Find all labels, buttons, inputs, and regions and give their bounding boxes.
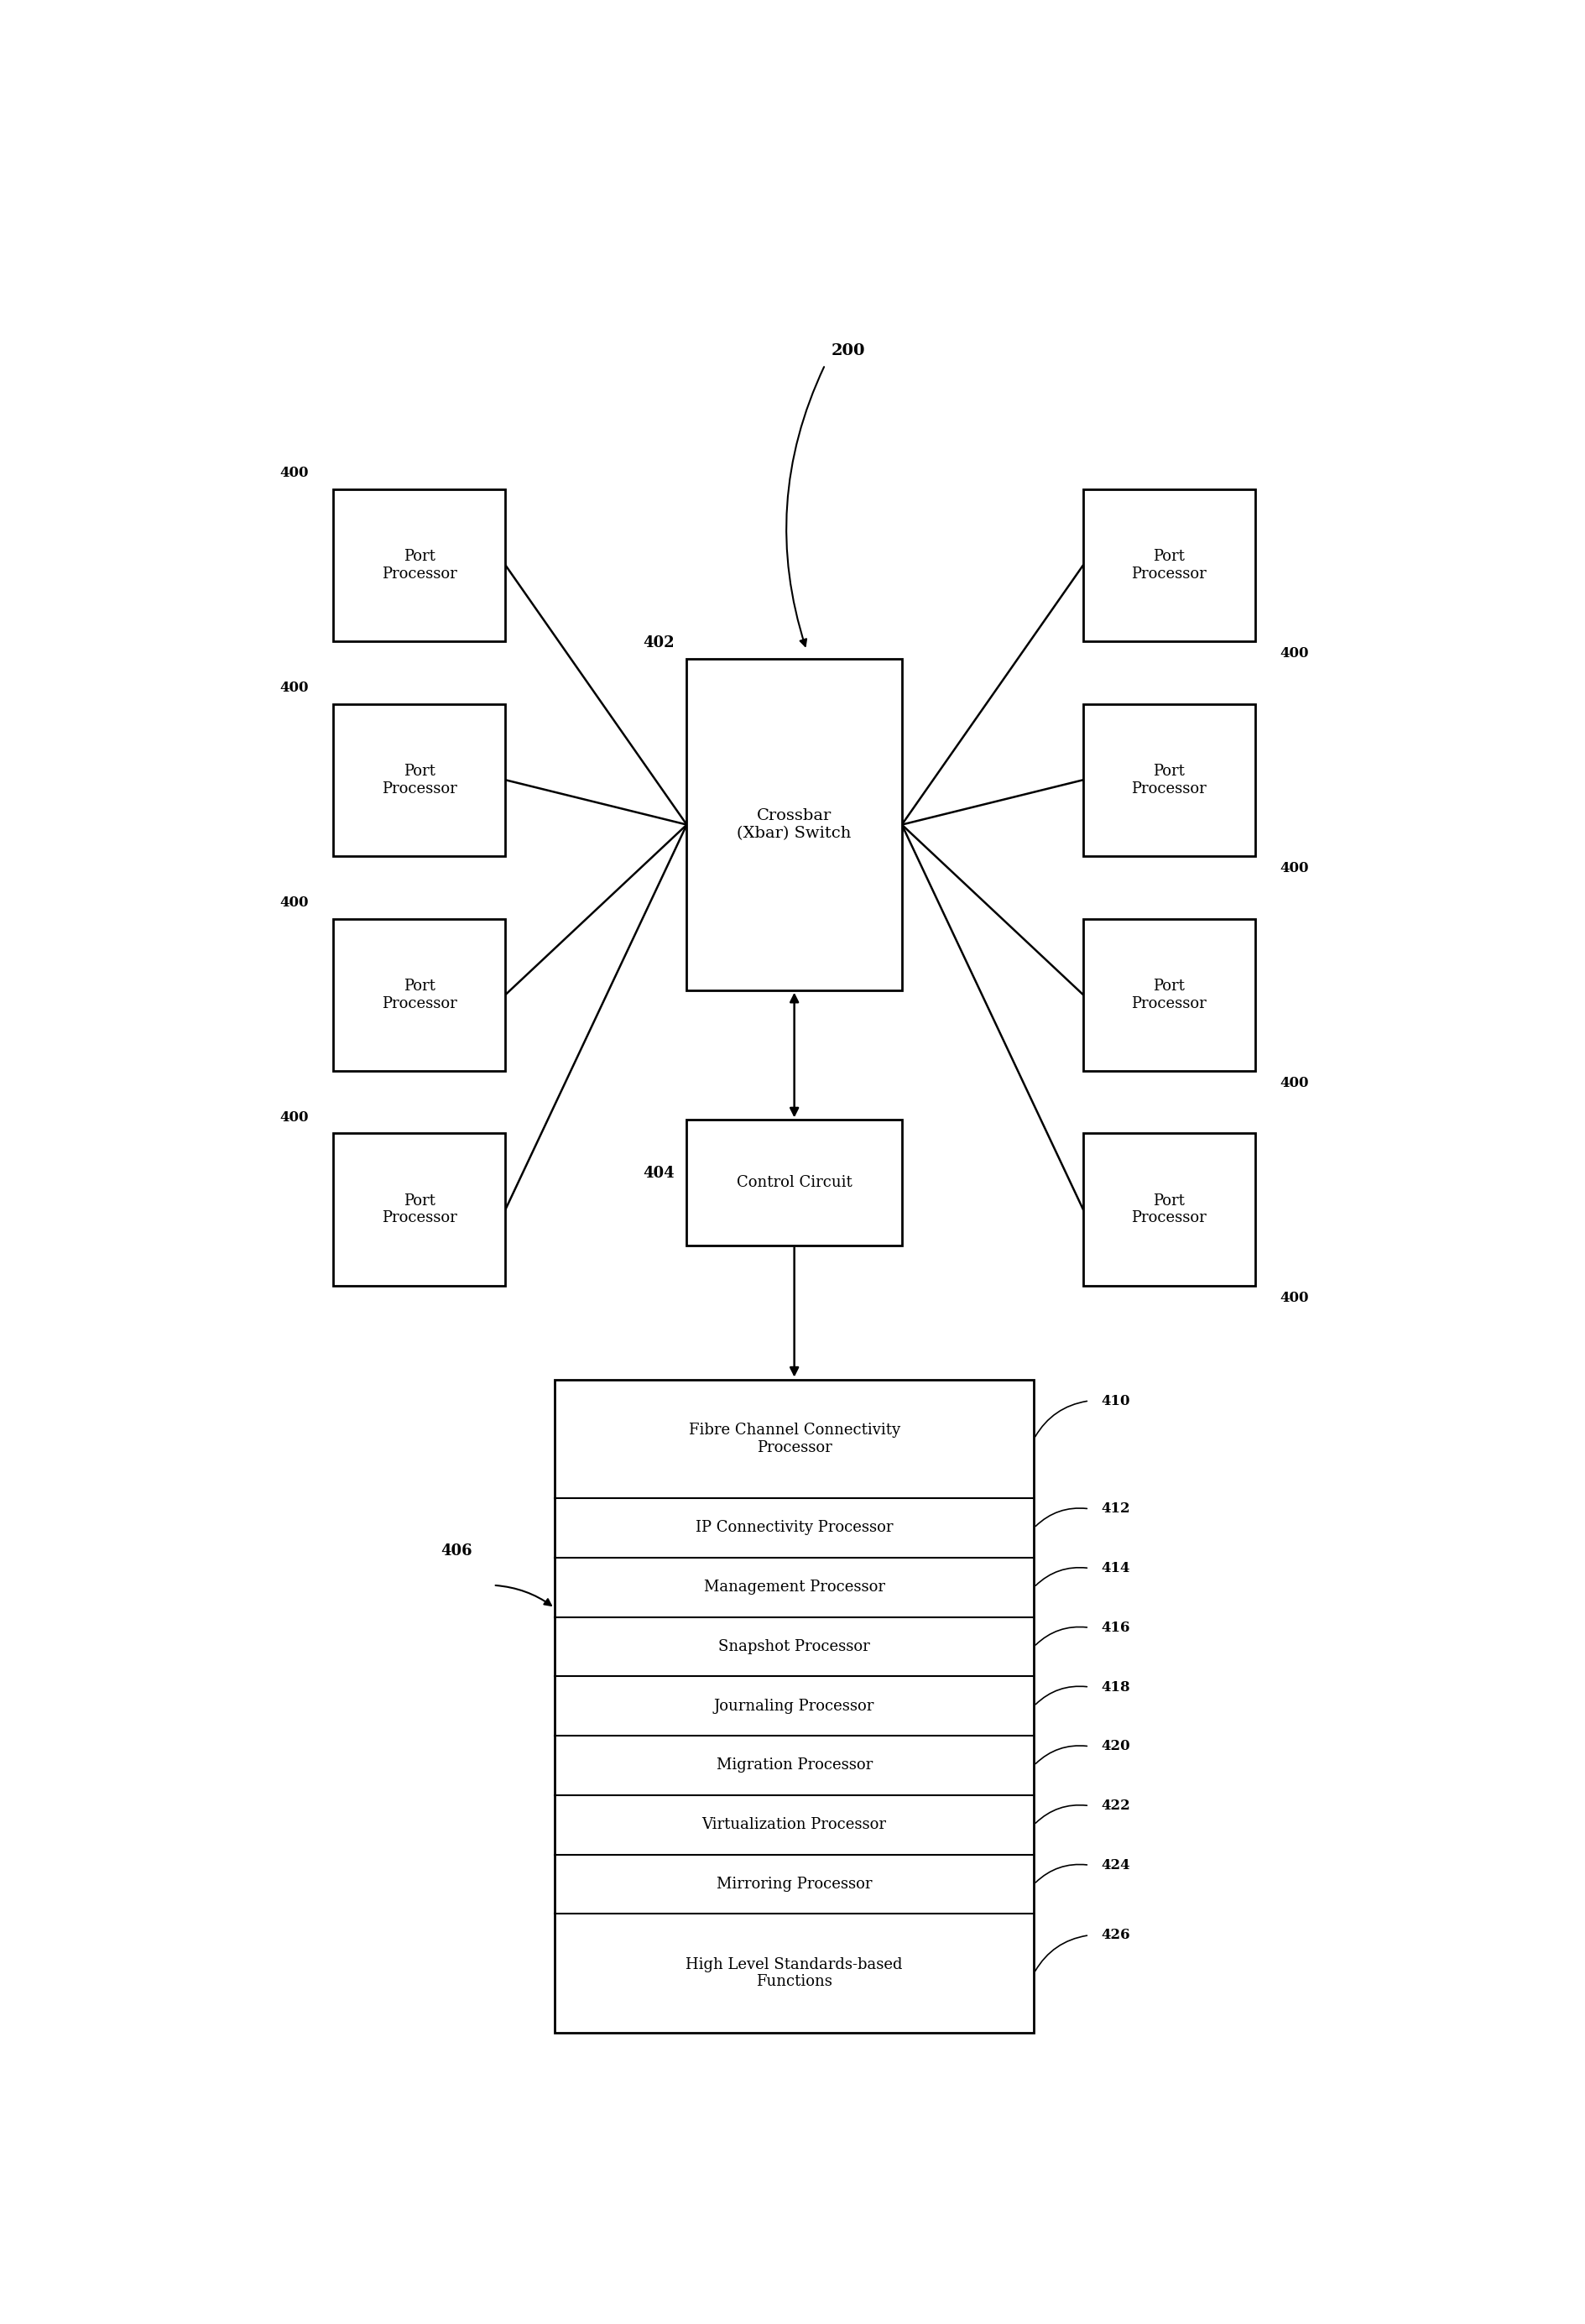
Text: Port
Processor: Port Processor — [382, 1192, 456, 1225]
Text: High Level Standards-based
Functions: High Level Standards-based Functions — [685, 1957, 902, 1989]
Bar — [333, 1134, 506, 1285]
Text: Virtualization Processor: Virtualization Processor — [702, 1817, 886, 1831]
Bar — [1083, 488, 1255, 641]
Text: 404: 404 — [642, 1167, 674, 1181]
Text: 400: 400 — [1279, 1076, 1308, 1090]
Text: Mirroring Processor: Mirroring Processor — [716, 1875, 872, 1892]
Bar — [1083, 704, 1255, 855]
Text: 414: 414 — [1102, 1562, 1130, 1576]
Text: 416: 416 — [1102, 1620, 1130, 1634]
Bar — [555, 1380, 1033, 2034]
Text: 400: 400 — [279, 895, 309, 909]
Text: 400: 400 — [279, 681, 309, 695]
Text: Port
Processor: Port Processor — [1132, 978, 1206, 1011]
Text: Fibre Channel Connectivity
Processor: Fibre Channel Connectivity Processor — [688, 1422, 900, 1455]
Text: Port
Processor: Port Processor — [1132, 548, 1206, 581]
Bar — [686, 660, 902, 990]
Bar — [686, 1120, 902, 1246]
Text: 402: 402 — [642, 634, 674, 651]
Bar — [333, 918, 506, 1071]
Text: 410: 410 — [1102, 1394, 1130, 1408]
Text: 420: 420 — [1102, 1738, 1130, 1755]
Text: 426: 426 — [1102, 1929, 1130, 1943]
Text: Port
Processor: Port Processor — [382, 765, 456, 797]
Text: Migration Processor: Migration Processor — [716, 1757, 872, 1773]
Text: Journaling Processor: Journaling Processor — [713, 1699, 875, 1713]
Text: Port
Processor: Port Processor — [382, 548, 456, 581]
Text: Snapshot Processor: Snapshot Processor — [718, 1638, 870, 1655]
Text: Port
Processor: Port Processor — [1132, 1192, 1206, 1225]
Text: 422: 422 — [1102, 1799, 1130, 1813]
Text: Port
Processor: Port Processor — [382, 978, 456, 1011]
Bar — [1083, 918, 1255, 1071]
Text: 400: 400 — [1279, 1290, 1308, 1306]
Text: Crossbar
(Xbar) Switch: Crossbar (Xbar) Switch — [737, 809, 851, 841]
Text: Management Processor: Management Processor — [704, 1580, 884, 1594]
Text: IP Connectivity Processor: IP Connectivity Processor — [696, 1520, 892, 1536]
Text: Port
Processor: Port Processor — [1132, 765, 1206, 797]
Text: 400: 400 — [1279, 862, 1308, 876]
Text: 400: 400 — [1279, 646, 1308, 660]
Text: 424: 424 — [1102, 1857, 1130, 1873]
Bar — [1083, 1134, 1255, 1285]
Text: 406: 406 — [441, 1543, 472, 1559]
Text: 418: 418 — [1102, 1680, 1130, 1694]
Bar — [333, 488, 506, 641]
Text: 412: 412 — [1102, 1501, 1130, 1515]
Text: 400: 400 — [279, 465, 309, 481]
Text: 400: 400 — [279, 1111, 309, 1125]
Bar — [333, 704, 506, 855]
Text: Control Circuit: Control Circuit — [735, 1176, 851, 1190]
Text: 200: 200 — [831, 344, 865, 358]
